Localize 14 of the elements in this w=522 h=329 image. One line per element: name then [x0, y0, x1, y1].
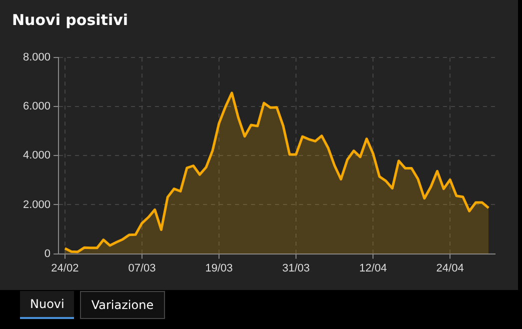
text: Nuovi	[20, 291, 74, 319]
x-tick-label: 24/02	[51, 262, 79, 274]
y-tick-label: 4.000	[22, 150, 51, 162]
y-tick-label: 0	[44, 248, 51, 260]
x-tick-label: 19/03	[205, 262, 233, 274]
y-tick-label: 8.000	[22, 52, 51, 64]
y-tick-label: 6.000	[22, 100, 51, 113]
chart-title: Nuovi positivi	[12, 11, 128, 29]
x-tick-label: 31/03	[282, 262, 310, 274]
x-tick-label: 24/04	[436, 262, 464, 274]
text: Variazione	[80, 291, 165, 319]
y-tick-label: 2.000	[22, 198, 51, 211]
x-tick-label: 12/04	[359, 262, 387, 274]
x-tick-label: 07/03	[128, 262, 156, 274]
